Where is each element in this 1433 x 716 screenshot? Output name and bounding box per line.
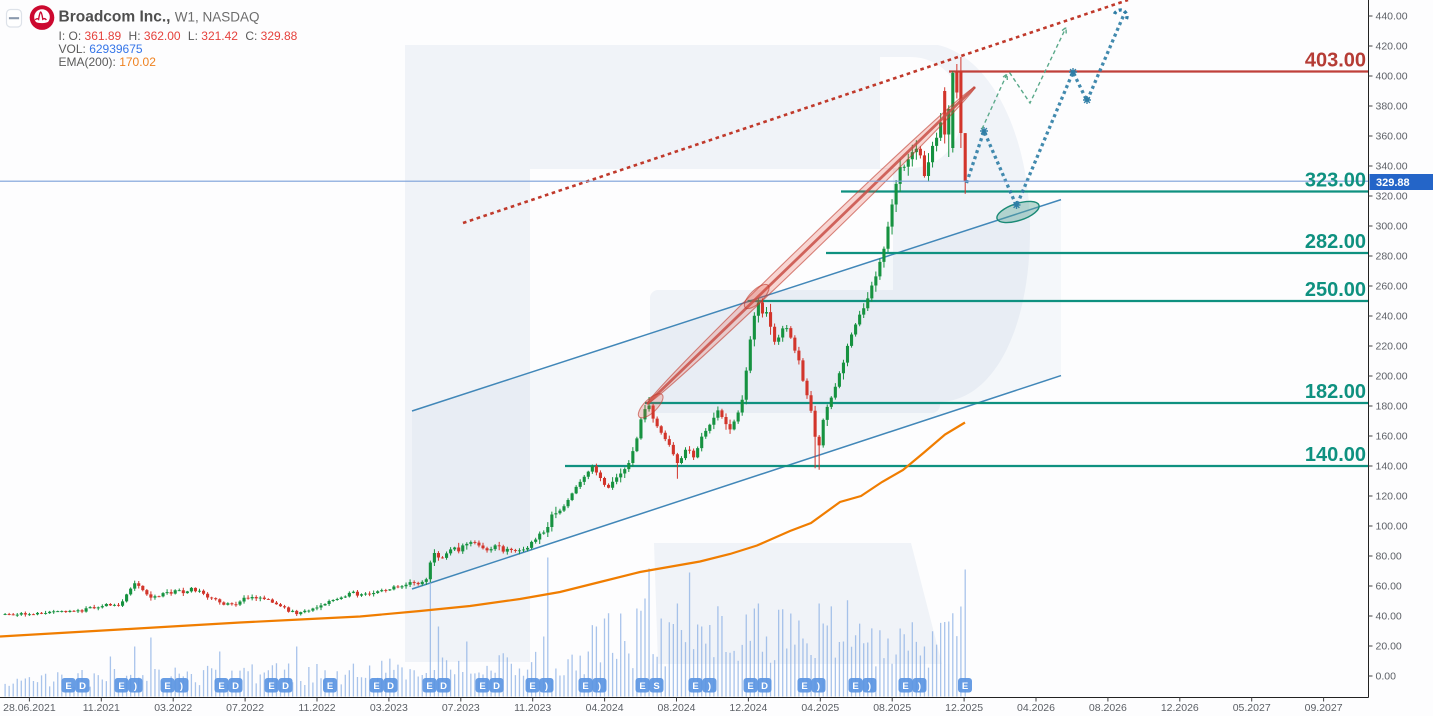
- svg-text:04.2026: 04.2026: [1017, 702, 1055, 714]
- svg-text:): ): [180, 681, 183, 692]
- svg-text:S: S: [653, 681, 659, 692]
- svg-text:D: D: [232, 681, 239, 692]
- svg-text:07.2022: 07.2022: [226, 702, 264, 714]
- svg-text:180.00: 180.00: [1376, 401, 1408, 413]
- svg-text:): ): [868, 681, 871, 692]
- svg-text:E: E: [268, 681, 274, 692]
- svg-text:08.2026: 08.2026: [1089, 702, 1127, 714]
- svg-text:E: E: [529, 681, 535, 692]
- svg-text:320.00: 320.00: [1376, 191, 1408, 203]
- svg-text:E: E: [962, 681, 968, 692]
- svg-text:420.00: 420.00: [1376, 41, 1408, 53]
- svg-text:): ): [708, 681, 711, 692]
- svg-text:12.2024: 12.2024: [729, 702, 767, 714]
- svg-text:400.00: 400.00: [1376, 71, 1408, 83]
- svg-text:100.00: 100.00: [1376, 521, 1408, 533]
- svg-text:160.00: 160.00: [1376, 431, 1408, 443]
- svg-text:329.88: 329.88: [1376, 177, 1410, 189]
- svg-text:300.00: 300.00: [1376, 221, 1408, 233]
- svg-text:60.00: 60.00: [1376, 581, 1402, 593]
- svg-text:03.2023: 03.2023: [370, 702, 408, 714]
- svg-text:): ): [134, 681, 137, 692]
- svg-text:360.00: 360.00: [1376, 131, 1408, 143]
- svg-text:28.06.2021: 28.06.2021: [3, 702, 56, 714]
- svg-text:440.00: 440.00: [1376, 11, 1408, 23]
- svg-text:E: E: [639, 681, 645, 692]
- svg-text:323.00: 323.00: [1305, 170, 1366, 192]
- svg-text:20.00: 20.00: [1376, 641, 1402, 653]
- svg-text:VOL: 62939675: VOL: 62939675: [59, 42, 143, 56]
- svg-text:04.2025: 04.2025: [801, 702, 839, 714]
- svg-text:E: E: [373, 681, 379, 692]
- svg-text:04.2024: 04.2024: [586, 702, 624, 714]
- svg-text:E: E: [747, 681, 753, 692]
- svg-text:E: E: [218, 681, 224, 692]
- svg-text:E: E: [65, 681, 71, 692]
- svg-text:240.00: 240.00: [1376, 311, 1408, 323]
- svg-text:380.00: 380.00: [1376, 101, 1408, 113]
- svg-text:08.2025: 08.2025: [873, 702, 911, 714]
- svg-text:220.00: 220.00: [1376, 341, 1408, 353]
- svg-text:E: E: [852, 681, 858, 692]
- svg-text:D: D: [440, 681, 447, 692]
- svg-text:D: D: [761, 681, 768, 692]
- svg-text:D: D: [387, 681, 394, 692]
- svg-text:D: D: [79, 681, 86, 692]
- svg-text:182.00: 182.00: [1305, 381, 1366, 403]
- svg-text:E: E: [118, 681, 124, 692]
- svg-text:E: E: [426, 681, 432, 692]
- svg-text:40.00: 40.00: [1376, 611, 1402, 623]
- svg-text:E: E: [902, 681, 908, 692]
- svg-text:282.00: 282.00: [1305, 231, 1366, 253]
- svg-text:E: E: [164, 681, 170, 692]
- svg-text:340.00: 340.00: [1376, 161, 1408, 173]
- svg-text:07.2023: 07.2023: [442, 702, 480, 714]
- svg-text:280.00: 280.00: [1376, 251, 1408, 263]
- svg-text:E: E: [479, 681, 485, 692]
- svg-text:E: E: [582, 681, 588, 692]
- svg-text:403.00: 403.00: [1305, 50, 1366, 72]
- svg-text:140.00: 140.00: [1376, 461, 1408, 473]
- svg-text:EMA(200): 170.02: EMA(200): 170.02: [59, 55, 157, 69]
- svg-text:11.2023: 11.2023: [514, 702, 551, 714]
- svg-text:E: E: [692, 681, 698, 692]
- svg-text:E: E: [327, 681, 333, 692]
- svg-text:): ): [817, 681, 820, 692]
- svg-text:12.2025: 12.2025: [945, 702, 983, 714]
- svg-text:12.2026: 12.2026: [1161, 702, 1199, 714]
- svg-text:11.2021: 11.2021: [83, 702, 120, 714]
- svg-text:I: O: 361.89 H: 362.00 L: 321.: I: O: 361.89 H: 362.00 L: 321.42 C: 329.…: [59, 29, 298, 43]
- svg-text:D: D: [282, 681, 289, 692]
- svg-text:): ): [545, 681, 548, 692]
- svg-text:250.00: 250.00: [1305, 279, 1366, 301]
- svg-text:E: E: [801, 681, 807, 692]
- svg-text:05.2027: 05.2027: [1233, 702, 1271, 714]
- svg-text:0.00: 0.00: [1376, 671, 1397, 683]
- svg-text:120.00: 120.00: [1376, 491, 1408, 503]
- svg-text:09.2027: 09.2027: [1305, 702, 1343, 714]
- svg-text:11.2022: 11.2022: [298, 702, 335, 714]
- svg-text:D: D: [493, 681, 500, 692]
- svg-text:08.2024: 08.2024: [658, 702, 696, 714]
- svg-text:03.2022: 03.2022: [154, 702, 192, 714]
- svg-text:140.00: 140.00: [1305, 444, 1366, 466]
- svg-text:Broadcom Inc., W1, NASDAQ: Broadcom Inc., W1, NASDAQ: [59, 9, 260, 26]
- svg-text:200.00: 200.00: [1376, 371, 1408, 383]
- svg-text:80.00: 80.00: [1376, 551, 1402, 563]
- svg-text:260.00: 260.00: [1376, 281, 1408, 293]
- svg-text:): ): [918, 681, 921, 692]
- svg-text:): ): [598, 681, 601, 692]
